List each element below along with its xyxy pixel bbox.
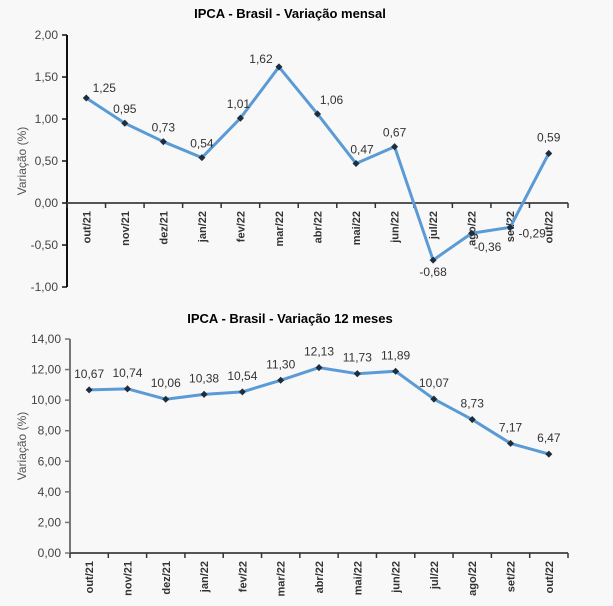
data-point [277,376,285,384]
data-label: 6,47 [537,431,561,445]
x-tick-label: ago/22 [467,211,479,246]
data-point [392,367,400,375]
data-point [353,370,361,378]
data-point [123,385,131,393]
y-tick-label: 2,00 [38,515,62,529]
y-axis-label: Variação (%) [15,412,29,480]
x-tick-label: jun/22 [390,211,402,244]
x-tick-label: out/21 [81,211,93,243]
data-point [121,119,129,127]
data-label: 12,13 [304,345,334,359]
y-tick-label: 6,00 [38,454,62,468]
x-tick-label: mar/22 [276,561,288,596]
data-label: -0,36 [474,240,502,254]
x-tick-label: fev/22 [237,561,249,592]
y-tick-label: -0,50 [31,238,59,252]
data-point [275,63,283,71]
data-label: 11,89 [381,348,410,362]
data-point [545,450,553,458]
chart-title: IPCA - Brasil - Variação mensal [194,6,386,21]
x-tick-label: out/22 [544,561,556,593]
chart-title: IPCA - Brasil - Variação 12 meses [187,311,392,326]
data-point [198,154,206,162]
data-point [313,110,322,118]
data-label: 10,74 [112,366,142,380]
data-label: 10,07 [419,376,449,390]
x-tick-label: set/22 [506,561,518,592]
y-tick-label: 1,00 [35,112,59,126]
x-tick-label: dez/21 [161,561,173,595]
data-label: 0,67 [383,126,407,140]
y-tick-label: 0,00 [38,546,62,560]
data-point [236,114,244,122]
data-label: -0,68 [419,265,447,279]
twelve-month-variation-chart: IPCA - Brasil - Variação 12 meses Variaç… [15,311,569,596]
x-tick-label: jul/22 [429,561,441,590]
data-label: 11,30 [266,357,295,371]
data-label: 1,25 [93,81,117,95]
data-point [430,395,438,403]
y-tick-label: 1,50 [35,70,59,84]
data-label: 1,62 [249,52,273,66]
data-label: 10,67 [74,367,104,381]
data-point [82,94,90,102]
x-tick-label: fev/22 [235,211,247,242]
data-label: 7,17 [499,420,523,434]
x-tick-label: out/22 [544,211,556,243]
y-tick-label: 0,50 [35,154,59,168]
y-tick-label: 0,00 [35,196,59,210]
data-point [391,143,399,151]
data-point [352,159,360,168]
data-label: 1,01 [227,97,251,111]
data-point [468,229,476,237]
y-tick-label: 10,00 [31,393,61,407]
data-label: 10,38 [189,371,219,385]
data-point [162,395,170,403]
data-label: 0,95 [113,102,137,116]
data-point [545,149,553,157]
y-tick-label: 12,00 [31,363,61,377]
x-tick-label: nov/21 [122,561,134,596]
x-tick-label: out/21 [84,561,96,593]
x-tick-label: mai/22 [352,561,364,595]
x-tick-label: abr/22 [314,561,326,593]
data-point [85,386,93,394]
x-tick-label: nov/21 [120,211,132,246]
x-tick-label: jun/22 [391,561,403,594]
data-point [315,364,323,372]
data-label: 0,54 [190,137,214,151]
monthly-variation-chart: IPCA - Brasil - Variação mensal Variação… [15,6,569,294]
x-tick-label: jan/22 [197,211,209,243]
x-tick-label: abr/22 [313,211,325,243]
data-label: -0,29 [519,226,547,240]
x-tick-label: jul/22 [428,211,440,240]
data-point [159,138,167,146]
x-tick-label: mai/22 [351,211,363,245]
data-point [468,416,476,424]
data-point [507,439,515,447]
y-tick-label: 2,00 [35,28,59,42]
x-tick-label: dez/21 [158,211,170,245]
y-tick-label: 14,00 [31,332,61,346]
x-tick-label: jan/22 [199,561,211,593]
data-point [200,390,208,398]
data-label: 0,73 [152,121,176,135]
data-point [506,223,514,231]
data-point [238,388,246,396]
data-point [429,256,437,264]
x-tick-label: ago/22 [467,561,479,596]
data-label: 10,54 [227,369,257,383]
y-tick-label: -1,00 [31,280,59,294]
data-label: 0,47 [350,143,374,157]
y-tick-label: 4,00 [38,485,62,499]
x-tick-label: mar/22 [274,211,286,246]
data-label: 8,73 [461,397,485,411]
data-label: 0,59 [537,130,561,144]
data-label: 1,06 [320,93,344,107]
y-tick-label: 8,00 [38,424,62,438]
data-label: 11,73 [343,351,372,365]
data-label: 10,06 [151,376,181,390]
y-axis-label: Variação (%) [15,127,29,195]
